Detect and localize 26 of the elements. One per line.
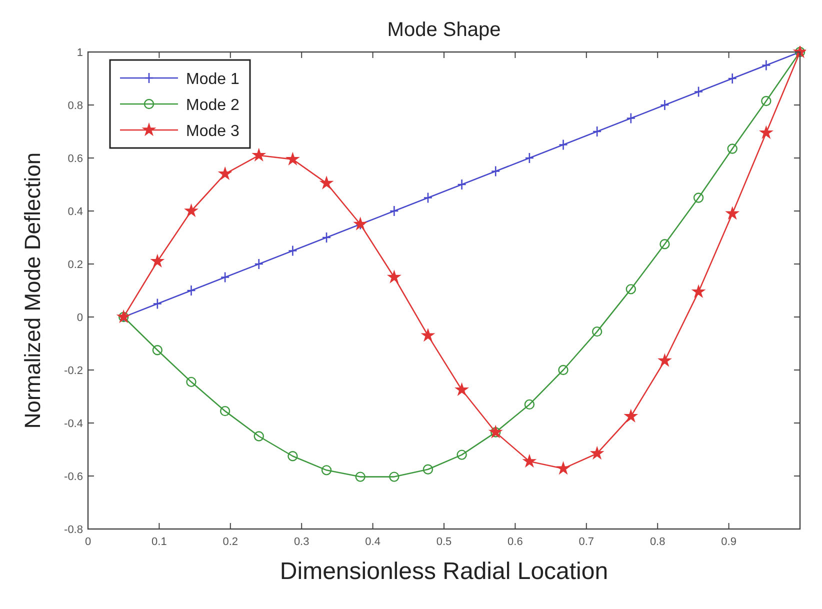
x-tick-label: 0.7 [578, 536, 594, 548]
y-tick-label: -0.8 [64, 524, 83, 536]
chart-title: Mode Shape [387, 19, 501, 41]
y-axis-title: Normalized Mode Deflection [20, 152, 45, 429]
y-tick-label: 0.2 [68, 259, 83, 271]
x-tick-label: 0.1 [152, 536, 167, 548]
x-tick-label: 0.9 [721, 536, 736, 548]
y-tick-label: -0.2 [64, 365, 83, 377]
x-tick-label: 0.5 [436, 536, 452, 548]
legend-label: Mode 3 [186, 123, 240, 140]
x-axis-title: Dimensionless Radial Location [280, 558, 608, 585]
x-tick-label: 0.6 [508, 536, 523, 548]
y-tick-label: 0.6 [68, 153, 83, 165]
x-tick-label: 0.4 [365, 536, 380, 548]
x-tick-label: 0.3 [294, 536, 310, 548]
legend-label: Mode 2 [186, 97, 240, 114]
y-tick-label: 0.8 [68, 100, 83, 112]
y-tick-label: -0.6 [64, 471, 83, 483]
x-tick-label: 0.8 [650, 536, 666, 548]
y-tick-label: 1 [76, 47, 83, 59]
y-tick-label: -0.4 [64, 418, 83, 430]
y-tick-label: 0 [76, 312, 83, 324]
y-tick-label: 0.4 [68, 206, 83, 218]
x-tick-label: 0.2 [222, 536, 238, 548]
x-tick-label: 0 [84, 536, 92, 548]
legend-label: Mode 1 [186, 71, 240, 88]
